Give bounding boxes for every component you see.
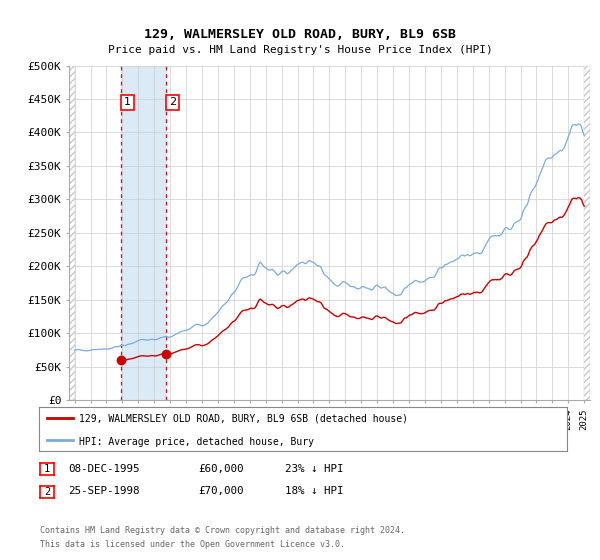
Text: 08-DEC-1995: 08-DEC-1995 (68, 464, 140, 474)
Text: HPI: Average price, detached house, Bury: HPI: Average price, detached house, Bury (79, 437, 314, 447)
Text: 2: 2 (44, 487, 50, 497)
Text: 129, WALMERSLEY OLD ROAD, BURY, BL9 6SB: 129, WALMERSLEY OLD ROAD, BURY, BL9 6SB (144, 28, 456, 41)
Text: 1: 1 (44, 464, 50, 474)
Text: 2: 2 (169, 97, 176, 108)
Text: 1: 1 (124, 97, 131, 108)
Text: £70,000: £70,000 (198, 486, 244, 496)
Text: 23% ↓ HPI: 23% ↓ HPI (285, 464, 343, 474)
Text: Price paid vs. HM Land Registry's House Price Index (HPI): Price paid vs. HM Land Registry's House … (107, 45, 493, 55)
Bar (584, 66, 590, 400)
Text: £60,000: £60,000 (198, 464, 244, 474)
Text: 18% ↓ HPI: 18% ↓ HPI (285, 486, 343, 496)
Bar (69, 66, 74, 400)
Bar (121, 66, 166, 400)
Text: 25-SEP-1998: 25-SEP-1998 (68, 486, 140, 496)
Text: 129, WALMERSLEY OLD ROAD, BURY, BL9 6SB (detached house): 129, WALMERSLEY OLD ROAD, BURY, BL9 6SB … (79, 414, 407, 424)
Text: Contains HM Land Registry data © Crown copyright and database right 2024.
This d: Contains HM Land Registry data © Crown c… (40, 526, 405, 549)
